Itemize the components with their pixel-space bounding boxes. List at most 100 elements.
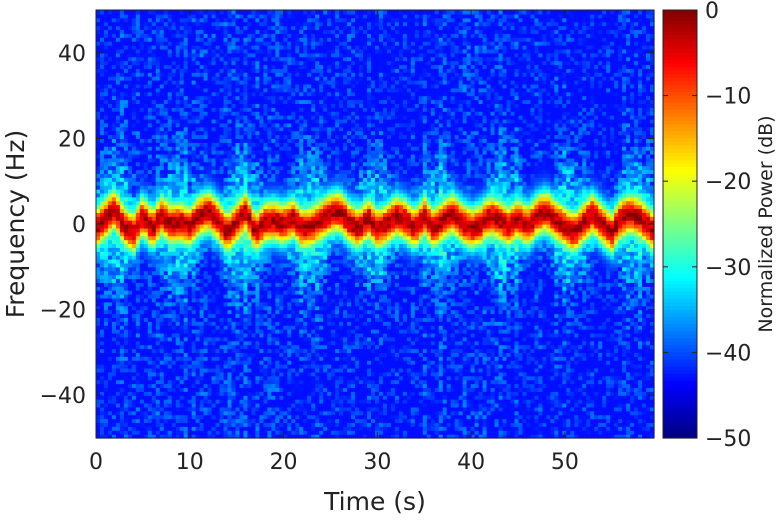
heatmap-cell [171,91,177,97]
heatmap-cell [143,406,149,412]
heatmap-cell [215,348,221,353]
heatmap-cell [96,360,101,365]
heatmap-cell [231,259,237,264]
heatmap-cell [271,91,276,97]
heatmap-cell [115,122,121,128]
heatmap-cell [123,247,129,252]
heatmap-cell [139,321,145,326]
heatmap-cell [199,204,205,210]
heatmap-cell [171,255,177,260]
heatmap-cell [215,255,221,260]
heatmap-cell [223,426,229,431]
heatmap-cell [135,297,141,303]
heatmap-cell [275,259,280,264]
heatmap-cell [271,48,276,54]
heatmap-cell [203,83,209,89]
heatmap-cell [203,33,209,38]
heatmap-cell [227,383,233,389]
heatmap-cell [223,185,229,190]
heatmap-cell [263,332,268,338]
heatmap-cell [155,371,161,377]
heatmap-cell [271,313,276,318]
heatmap-cell [231,224,237,229]
heatmap-cell [147,17,153,23]
heatmap-cell [135,48,141,54]
heatmap-cell [239,410,245,416]
heatmap-cell [119,208,125,213]
heatmap-cell [99,243,105,248]
heatmap-cell [211,138,217,143]
heatmap-cell [199,418,205,424]
heatmap-cell [259,418,264,424]
heatmap-cell [167,251,173,256]
heatmap-cell [163,278,169,283]
heatmap-cell [187,60,193,66]
heatmap-cell [135,371,141,377]
heatmap-cell [151,313,157,318]
heatmap-cell [239,138,245,143]
heatmap-cell [255,231,261,237]
heatmap-cell [103,72,109,77]
heatmap-cell [163,196,169,202]
heatmap-cell [215,422,221,427]
heatmap-cell [251,356,257,361]
heatmap-cell [231,360,237,365]
heatmap-cell [111,165,117,171]
heatmap-cell [96,227,101,233]
heatmap-cell [147,329,153,334]
heatmap-cell [267,282,272,287]
heatmap-cell [155,290,161,295]
heatmap-cell [199,181,205,186]
heatmap-cell [175,130,181,136]
heatmap-cell [167,239,173,245]
heatmap-cell [143,103,149,108]
heatmap-cell [199,321,205,326]
heatmap-cell [171,313,177,318]
heatmap-cell [199,387,205,392]
heatmap-cell [219,111,225,116]
heatmap-cell [139,224,145,229]
heatmap-cell [235,138,241,143]
heatmap-cell [247,235,253,241]
heatmap-cell [187,185,193,190]
heatmap-cell [219,255,225,260]
heatmap-cell [195,231,201,237]
heatmap-cell [151,87,157,93]
heatmap-cell [143,208,149,213]
heatmap-cell [231,387,237,392]
heatmap-cell [179,10,185,15]
heatmap-cell [115,399,121,404]
heatmap-cell [179,185,185,190]
heatmap-cell [159,196,165,202]
heatmap-cell [127,301,133,307]
heatmap-cell [96,348,101,353]
heatmap-cell [131,216,137,221]
heatmap-cell [203,395,209,400]
heatmap-cell [111,177,117,182]
heatmap-cell [223,325,229,330]
heatmap-cell [167,29,173,34]
heatmap-cell [215,426,221,431]
heatmap-cell [167,278,173,283]
heatmap-cell [147,321,153,326]
heatmap-cell [203,138,209,143]
heatmap-cell [247,29,253,34]
heatmap-cell [235,107,241,112]
heatmap-cell [199,130,205,136]
heatmap-cell [239,344,245,350]
heatmap-cell [111,181,117,186]
heatmap-cell [163,406,169,412]
heatmap-cell [199,10,205,15]
heatmap-cell [175,161,181,167]
heatmap-cell [143,259,149,264]
heatmap-cell [247,64,253,69]
heatmap-cell [199,227,205,233]
heatmap-cell [159,379,165,385]
heatmap-cell [115,138,121,143]
heatmap-cell [219,68,225,73]
heatmap-cell [251,348,257,353]
heatmap-cell [271,216,276,221]
heatmap-cell [171,418,177,424]
heatmap-cell [235,227,241,233]
heatmap-cell [263,64,268,69]
